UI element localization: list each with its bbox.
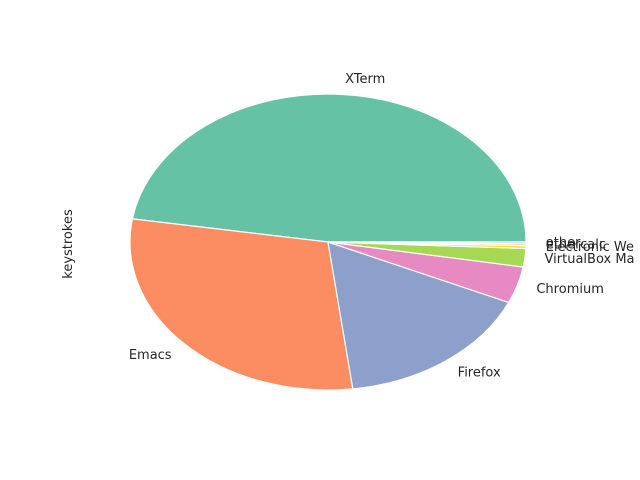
- slice-label-other: other: [546, 236, 581, 251]
- pie-slices: [129, 93, 527, 391]
- slice-label-firefox: Firefox: [458, 365, 501, 380]
- slice-label-electronic-we: Electronic We: [546, 240, 634, 255]
- pie-slice-emacs: [129, 218, 354, 391]
- slice-label-virtualbox-ma: VirtualBox Ma: [545, 252, 635, 267]
- y-axis-label: keystrokes: [61, 209, 76, 279]
- pie-slice-xterm: [131, 93, 527, 243]
- slice-label-xterm: XTerm: [345, 72, 385, 87]
- slice-label-emacs: Emacs: [129, 348, 172, 363]
- pie-labels: XTerm Emacs Firefox Chromium VirtualBox MaEl…: [129, 72, 635, 380]
- slice-label-ethercalc: ethercalc: [546, 238, 606, 253]
- pie-slice-firefox: [327, 241, 510, 390]
- pie-slice-other: [327, 241, 527, 245]
- slice-label-chromium: Chromium: [536, 282, 604, 297]
